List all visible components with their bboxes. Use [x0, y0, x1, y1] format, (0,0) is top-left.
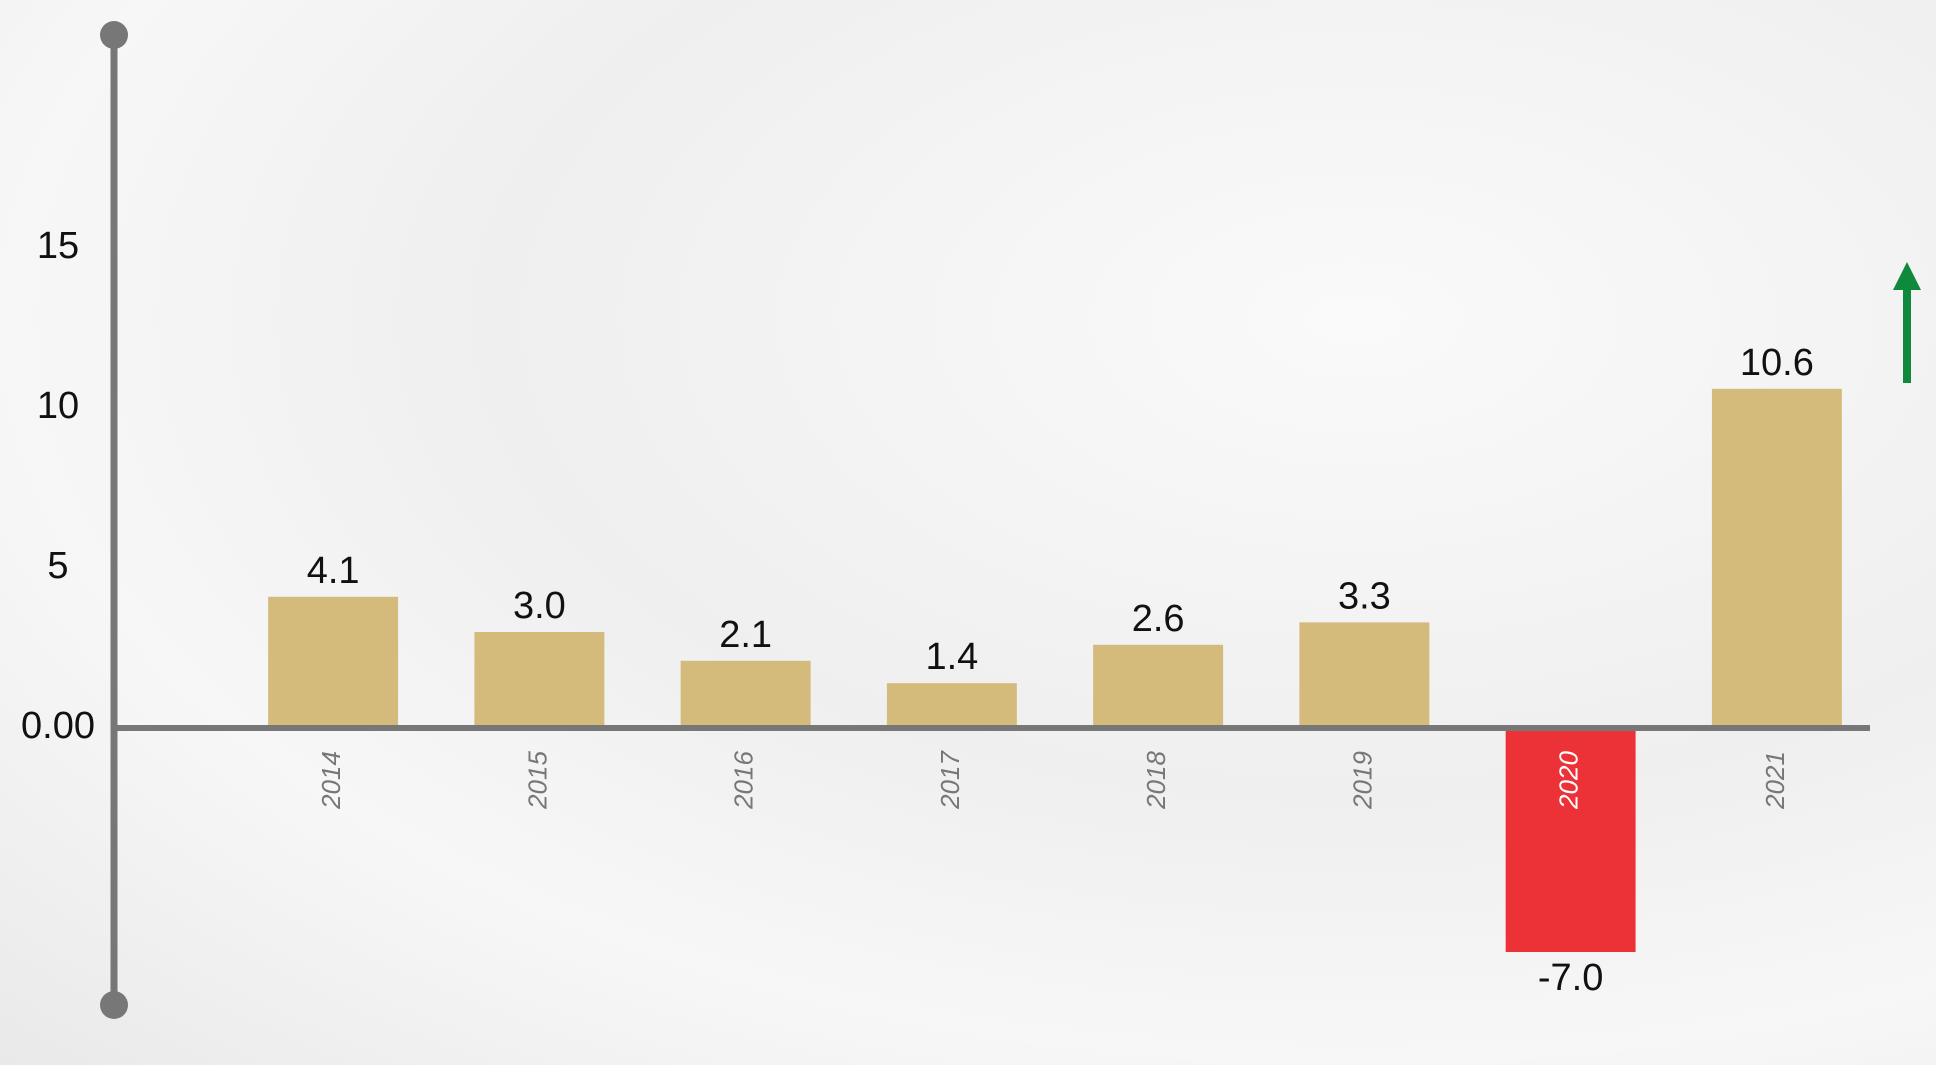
y-tick-label: 0.00: [21, 705, 95, 747]
bar: [474, 632, 604, 728]
trend-arrow: [1893, 262, 1921, 383]
value-label: 2.6: [1132, 598, 1185, 640]
y-tick-label: 15: [37, 225, 79, 267]
value-label: 2.1: [719, 614, 772, 656]
y-tick-label: 5: [47, 545, 68, 587]
bar: [1093, 645, 1223, 728]
x-tick-label: 2020: [1554, 751, 1584, 810]
value-label: 4.1: [307, 550, 360, 592]
x-tick-label: 2015: [522, 751, 552, 810]
bar: [1299, 622, 1429, 728]
axis-cap: [100, 21, 128, 49]
bar: [887, 683, 1017, 728]
x-tick-label: 2017: [935, 750, 965, 810]
x-tick-label: 2019: [1347, 751, 1377, 810]
value-label: 1.4: [925, 636, 978, 678]
axis-cap: [100, 991, 128, 1019]
value-label: 3.0: [513, 585, 566, 627]
x-tick-label: 2014: [316, 751, 346, 810]
x-tick-label: 2018: [1141, 751, 1171, 810]
chart: 0.00 5 10 15 4.1 3.0 2.1 1.4 2.6 3.3 -7.0 10.6 2014 2…: [0, 0, 1936, 1065]
value-label: 3.3: [1338, 575, 1391, 617]
y-tick-label: 10: [37, 385, 79, 427]
bar: [268, 597, 398, 728]
bar: [681, 661, 811, 728]
value-label: 10.6: [1740, 342, 1814, 384]
bar: [1712, 389, 1842, 728]
value-label: -7.0: [1538, 957, 1603, 999]
x-tick-label: 2021: [1760, 751, 1790, 810]
x-tick-label: 2016: [729, 751, 759, 810]
